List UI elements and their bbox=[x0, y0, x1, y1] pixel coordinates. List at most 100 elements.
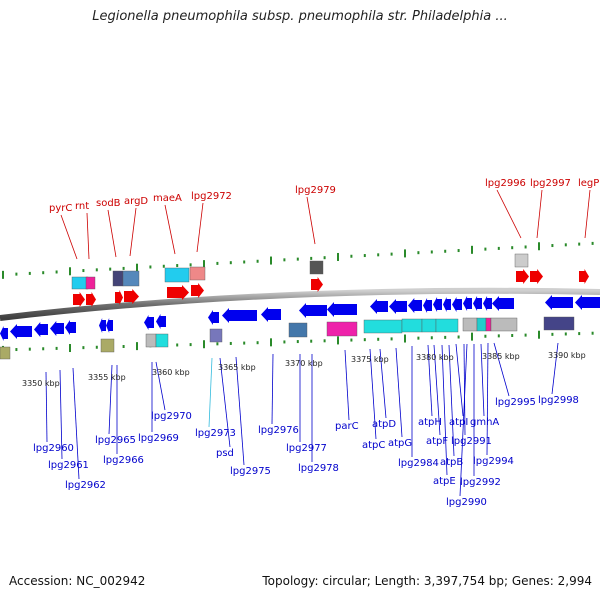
forward-gene-arrow[interactable] bbox=[191, 283, 204, 298]
gene-feature-box[interactable] bbox=[0, 346, 11, 360]
reverse-gene-arrow[interactable] bbox=[34, 322, 48, 337]
gene-label-bottom[interactable]: lpg2970 bbox=[151, 411, 192, 422]
gene-feature-box[interactable] bbox=[189, 266, 206, 281]
reverse-gene-arrow[interactable] bbox=[492, 296, 514, 311]
gene-feature-box[interactable] bbox=[112, 270, 124, 287]
gene-label-bottom[interactable]: lpg2969 bbox=[138, 433, 179, 444]
gene-label-bottom[interactable]: lpg2998 bbox=[538, 395, 579, 406]
gene-feature-box[interactable] bbox=[543, 316, 575, 331]
gene-label-top[interactable]: rnt bbox=[75, 201, 89, 212]
gene-label-bottom[interactable]: gmhA bbox=[470, 417, 499, 428]
gene-label-bottom[interactable]: lpg2984 bbox=[398, 458, 439, 469]
reverse-gene-arrow[interactable] bbox=[443, 297, 451, 312]
gene-label-top[interactable]: legP bbox=[578, 178, 599, 189]
reverse-gene-arrow[interactable] bbox=[208, 310, 219, 325]
gene-label-bottom[interactable]: lpg2995 bbox=[495, 397, 536, 408]
gene-feature-box[interactable] bbox=[485, 317, 492, 332]
gene-label-bottom[interactable]: atpD bbox=[372, 419, 396, 430]
gene-label-top[interactable]: lpg2996 bbox=[485, 178, 526, 189]
reverse-gene-arrow[interactable] bbox=[575, 295, 600, 310]
gene-label-top[interactable]: argD bbox=[124, 196, 148, 207]
gene-feature-box[interactable] bbox=[122, 270, 140, 287]
reverse-gene-arrow[interactable] bbox=[423, 298, 432, 313]
gene-feature-box[interactable] bbox=[85, 276, 96, 290]
gene-label-bottom[interactable]: lpg2978 bbox=[298, 463, 339, 474]
gene-label-bottom[interactable]: lpg2994 bbox=[473, 456, 514, 467]
reverse-gene-arrow[interactable] bbox=[463, 296, 472, 311]
reverse-gene-arrow[interactable] bbox=[473, 296, 482, 311]
reverse-gene-arrow[interactable] bbox=[408, 298, 422, 313]
gene-feature-box[interactable] bbox=[155, 333, 169, 348]
forward-gene-arrow[interactable] bbox=[115, 290, 123, 305]
gene-label-bottom[interactable]: lpg2973 bbox=[195, 428, 236, 439]
gene-feature-box[interactable] bbox=[164, 267, 190, 283]
gene-label-bottom[interactable]: atpG bbox=[388, 438, 412, 449]
reverse-gene-arrow[interactable] bbox=[545, 295, 573, 310]
gene-feature-box[interactable] bbox=[309, 260, 324, 275]
forward-gene-arrow[interactable] bbox=[516, 269, 529, 284]
gene-feature-box[interactable] bbox=[421, 318, 437, 333]
reverse-gene-arrow[interactable] bbox=[0, 326, 8, 341]
gene-label-top[interactable]: lpg2997 bbox=[530, 178, 571, 189]
reverse-gene-arrow[interactable] bbox=[327, 302, 357, 317]
gene-feature-box[interactable] bbox=[514, 253, 529, 268]
gene-label-bottom[interactable]: atpI bbox=[449, 417, 468, 428]
reverse-gene-arrow[interactable] bbox=[433, 297, 442, 312]
gene-feature-box[interactable] bbox=[401, 318, 423, 333]
gene-label-bottom[interactable]: parC bbox=[335, 421, 359, 432]
gene-feature-box[interactable] bbox=[100, 338, 115, 353]
gene-label-top[interactable]: lpg2979 bbox=[295, 185, 336, 196]
gene-label-bottom[interactable]: atpC bbox=[362, 440, 385, 451]
gene-label-top[interactable]: pyrC bbox=[49, 203, 72, 214]
gene-feature-box[interactable] bbox=[145, 333, 157, 348]
reverse-gene-arrow[interactable] bbox=[106, 318, 113, 333]
gene-label-bottom[interactable]: lpg2976 bbox=[258, 425, 299, 436]
gene-feature-box[interactable] bbox=[490, 317, 518, 332]
gene-feature-box[interactable] bbox=[435, 318, 459, 333]
gene-label-bottom[interactable]: lpg2975 bbox=[230, 466, 271, 477]
gene-label-bottom[interactable]: atpH bbox=[418, 417, 442, 428]
gene-label-bottom[interactable]: lpg2990 bbox=[446, 497, 487, 508]
reverse-gene-arrow[interactable] bbox=[65, 320, 76, 335]
gene-label-bottom[interactable]: atpF bbox=[426, 436, 448, 447]
gene-label-top[interactable]: lpg2972 bbox=[191, 191, 232, 202]
reverse-gene-arrow[interactable] bbox=[99, 318, 106, 333]
forward-gene-arrow[interactable] bbox=[311, 277, 323, 292]
reverse-gene-arrow[interactable] bbox=[261, 307, 281, 322]
reverse-gene-arrow[interactable] bbox=[452, 297, 462, 312]
forward-gene-arrow[interactable] bbox=[530, 269, 543, 284]
gene-label-bottom[interactable]: lpg2991 bbox=[451, 436, 492, 447]
forward-gene-arrow[interactable] bbox=[167, 285, 189, 300]
reverse-gene-arrow[interactable] bbox=[144, 315, 154, 330]
gene-label-bottom[interactable]: atpB bbox=[440, 457, 463, 468]
reverse-gene-arrow[interactable] bbox=[299, 303, 327, 318]
gene-feature-box[interactable] bbox=[462, 317, 478, 332]
gene-label-top[interactable]: sodB bbox=[96, 198, 121, 209]
gene-feature-box[interactable] bbox=[288, 322, 308, 338]
gene-label-bottom[interactable]: lpg2961 bbox=[48, 460, 89, 471]
reverse-gene-arrow[interactable] bbox=[156, 314, 166, 329]
forward-gene-arrow[interactable] bbox=[86, 292, 96, 307]
forward-gene-arrow[interactable] bbox=[579, 269, 589, 284]
gene-feature-box[interactable] bbox=[209, 328, 223, 343]
gene-label-bottom[interactable]: lpg2962 bbox=[65, 480, 106, 491]
reverse-gene-arrow[interactable] bbox=[10, 324, 32, 339]
gene-label-bottom[interactable]: lpg2992 bbox=[460, 477, 501, 488]
reverse-gene-arrow[interactable] bbox=[50, 321, 64, 336]
gene-label-bottom[interactable]: lpg2977 bbox=[286, 443, 327, 454]
forward-gene-arrow[interactable] bbox=[124, 289, 139, 304]
gene-feature-box[interactable] bbox=[476, 317, 487, 332]
gene-feature-box[interactable] bbox=[71, 276, 89, 290]
reverse-gene-arrow[interactable] bbox=[370, 299, 388, 314]
gene-label-bottom[interactable]: atpE bbox=[433, 476, 456, 487]
gene-label-bottom[interactable]: lpg2966 bbox=[103, 455, 144, 466]
gene-label-bottom[interactable]: psd bbox=[216, 448, 234, 459]
forward-gene-arrow[interactable] bbox=[73, 292, 85, 307]
gene-label-top[interactable]: maeA bbox=[153, 193, 182, 204]
reverse-gene-arrow[interactable] bbox=[389, 299, 407, 314]
reverse-gene-arrow[interactable] bbox=[483, 296, 492, 311]
reverse-gene-arrow[interactable] bbox=[222, 308, 257, 323]
gene-feature-box[interactable] bbox=[363, 319, 403, 334]
gene-feature-box[interactable] bbox=[326, 321, 358, 337]
